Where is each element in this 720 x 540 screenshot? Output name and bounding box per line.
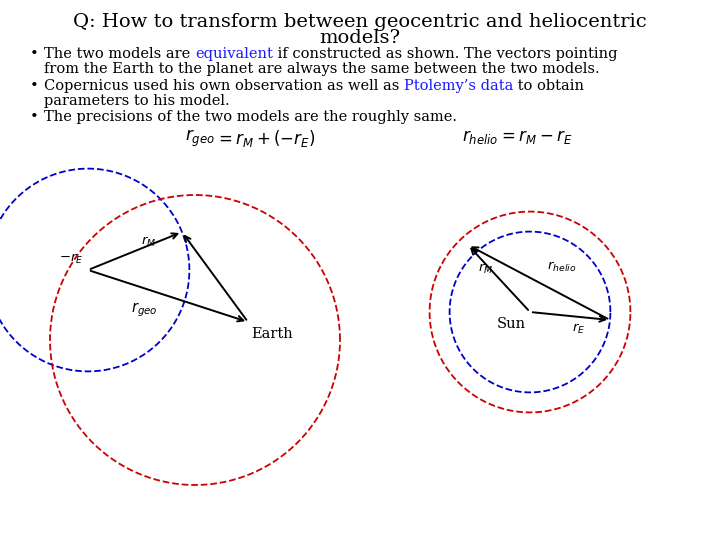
Text: Ptolemy’s data: Ptolemy’s data xyxy=(404,79,513,93)
Text: $r_{geo}$: $r_{geo}$ xyxy=(185,128,215,149)
Text: models?: models? xyxy=(320,29,400,47)
Text: Earth: Earth xyxy=(251,327,293,341)
Text: $= r_M + (-r_E)$: $= r_M + (-r_E)$ xyxy=(215,128,315,149)
Text: from the Earth to the planet are always the same between the two models.: from the Earth to the planet are always … xyxy=(44,62,600,76)
Text: Sun: Sun xyxy=(497,317,526,331)
Text: $r_{helio}$: $r_{helio}$ xyxy=(462,128,498,146)
Text: parameters to his model.: parameters to his model. xyxy=(44,94,230,108)
Text: $r_{geo}$: $r_{geo}$ xyxy=(131,300,158,319)
Text: Q: How to transform between geocentric and heliocentric: Q: How to transform between geocentric a… xyxy=(73,13,647,31)
Text: •: • xyxy=(30,110,39,124)
Text: The precisions of the two models are the roughly same.: The precisions of the two models are the… xyxy=(44,110,457,124)
Text: if constructed as shown. The vectors pointing: if constructed as shown. The vectors poi… xyxy=(273,47,617,61)
Text: equivalent: equivalent xyxy=(195,47,273,61)
Text: $r_M$: $r_M$ xyxy=(478,262,493,276)
Text: $-r_E$: $-r_E$ xyxy=(58,252,83,266)
Text: $r_{helio}$: $r_{helio}$ xyxy=(547,260,577,274)
Text: $r_E$: $r_E$ xyxy=(572,322,585,336)
Text: •: • xyxy=(30,47,39,61)
Text: The two models are: The two models are xyxy=(44,47,195,61)
Text: $r_M$: $r_M$ xyxy=(141,235,156,249)
Text: Copernicus used his own observation as well as: Copernicus used his own observation as w… xyxy=(44,79,404,93)
Text: to obtain: to obtain xyxy=(513,79,585,93)
Text: •: • xyxy=(30,79,39,93)
Text: $= r_M - r_E$: $= r_M - r_E$ xyxy=(498,128,572,146)
